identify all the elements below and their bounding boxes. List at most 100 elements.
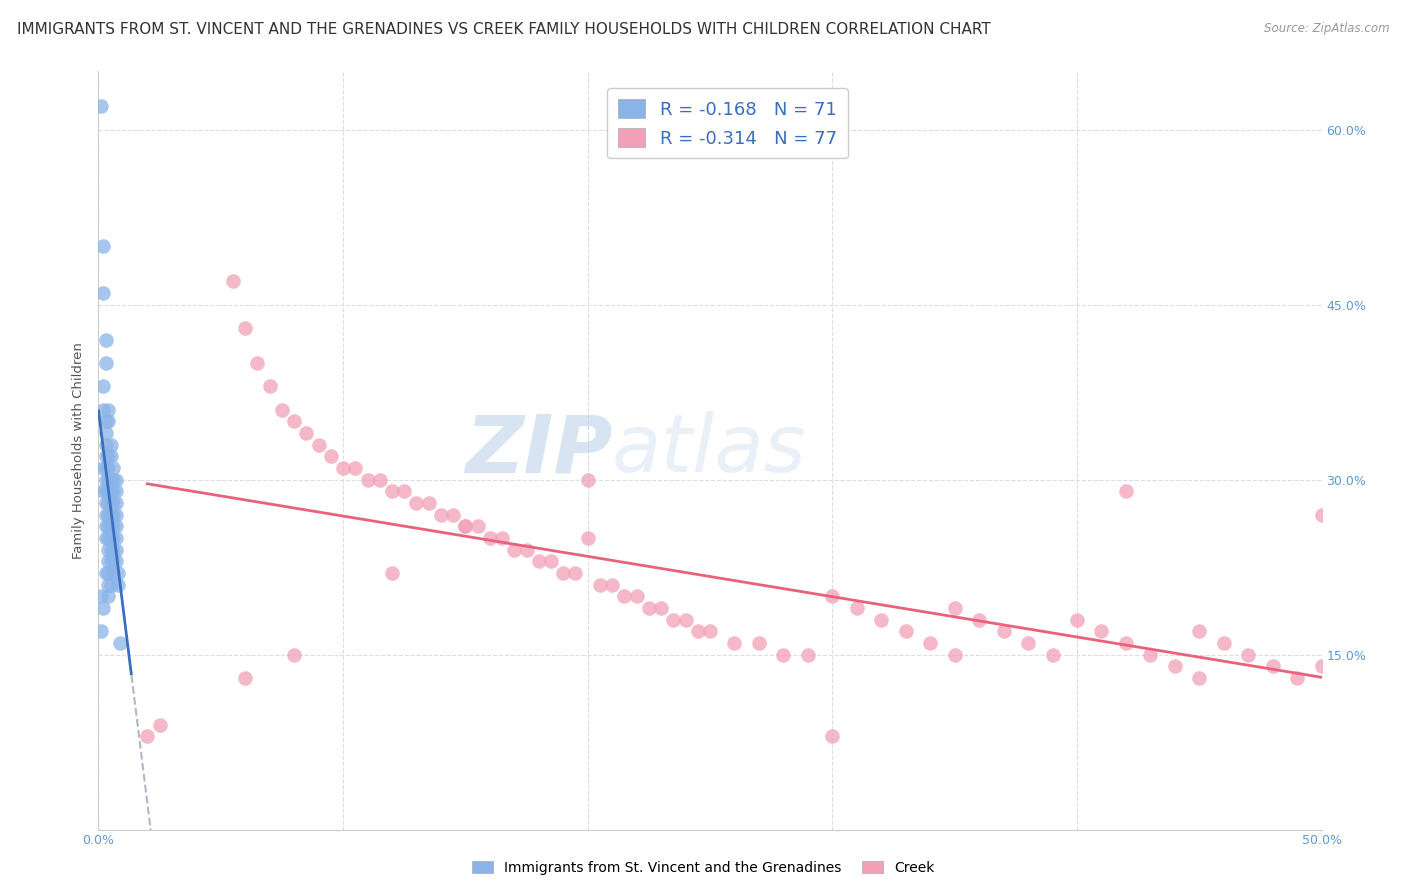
Point [686, 624, 709, 639]
Point [405, 496, 427, 510]
Point [94, 450, 117, 464]
Point [97, 496, 120, 510]
Point [418, 496, 440, 510]
Point [104, 542, 127, 557]
Point [381, 484, 404, 499]
Point [332, 461, 354, 475]
Point [943, 601, 966, 615]
Point [564, 566, 586, 580]
Point [104, 496, 127, 510]
Point [97, 402, 120, 417]
Point [454, 519, 477, 533]
Point [845, 601, 868, 615]
Point [748, 636, 770, 650]
Point [91, 379, 114, 393]
Point [97, 542, 120, 557]
Point [97, 577, 120, 591]
Point [104, 554, 127, 568]
Point [97, 554, 120, 568]
Point [222, 274, 245, 288]
Point [101, 566, 124, 580]
Point [90, 624, 112, 639]
Point [1188, 671, 1211, 685]
Point [797, 648, 820, 662]
Point [101, 461, 124, 475]
Point [233, 671, 256, 685]
Point [270, 402, 294, 417]
Point [319, 450, 342, 464]
Point [308, 437, 330, 451]
Point [91, 461, 114, 475]
Point [491, 531, 513, 545]
Point [1188, 624, 1211, 639]
Point [91, 601, 114, 615]
Point [967, 613, 990, 627]
Text: ZIP: ZIP [465, 411, 612, 490]
Point [100, 508, 122, 522]
Point [576, 473, 599, 487]
Point [97, 531, 120, 545]
Point [246, 356, 269, 370]
Point [94, 425, 117, 440]
Point [104, 508, 127, 522]
Point [283, 414, 305, 428]
Point [589, 577, 612, 591]
Point [894, 624, 917, 639]
Point [100, 519, 122, 533]
Point [110, 636, 132, 650]
Point [675, 613, 697, 627]
Point [381, 566, 404, 580]
Point [94, 508, 117, 522]
Point [527, 554, 550, 568]
Point [90, 589, 112, 603]
Point [356, 473, 378, 487]
Point [94, 484, 117, 499]
Y-axis label: Family Households with Children: Family Households with Children [72, 342, 86, 559]
Point [1261, 659, 1284, 673]
Point [600, 577, 623, 591]
Point [430, 508, 453, 522]
Point [1139, 648, 1161, 662]
Point [576, 531, 599, 545]
Point [94, 531, 117, 545]
Point [97, 519, 120, 533]
Point [392, 484, 416, 499]
Point [100, 542, 122, 557]
Point [100, 577, 122, 591]
Point [101, 473, 124, 487]
Point [637, 601, 661, 615]
Point [97, 484, 120, 499]
Text: Source: ZipAtlas.com: Source: ZipAtlas.com [1264, 22, 1389, 36]
Point [283, 648, 305, 662]
Point [613, 589, 636, 603]
Point [101, 484, 124, 499]
Point [1042, 648, 1064, 662]
Text: atlas: atlas [612, 411, 807, 490]
Point [94, 473, 117, 487]
Point [233, 321, 256, 335]
Point [1237, 648, 1260, 662]
Legend: Immigrants from St. Vincent and the Grenadines, Creek: Immigrants from St. Vincent and the Gren… [467, 855, 939, 880]
Point [97, 566, 120, 580]
Point [540, 554, 562, 568]
Point [90, 99, 112, 113]
Point [662, 613, 685, 627]
Point [104, 531, 127, 545]
Point [100, 484, 122, 499]
Point [1164, 659, 1187, 673]
Point [97, 473, 120, 487]
Point [441, 508, 464, 522]
Point [1286, 671, 1309, 685]
Point [100, 554, 122, 568]
Point [503, 542, 526, 557]
Point [1115, 636, 1137, 650]
Point [94, 519, 117, 533]
Point [91, 285, 114, 300]
Point [94, 566, 117, 580]
Point [97, 450, 120, 464]
Point [699, 624, 721, 639]
Point [104, 484, 127, 499]
Point [515, 542, 537, 557]
Point [100, 531, 122, 545]
Point [97, 414, 120, 428]
